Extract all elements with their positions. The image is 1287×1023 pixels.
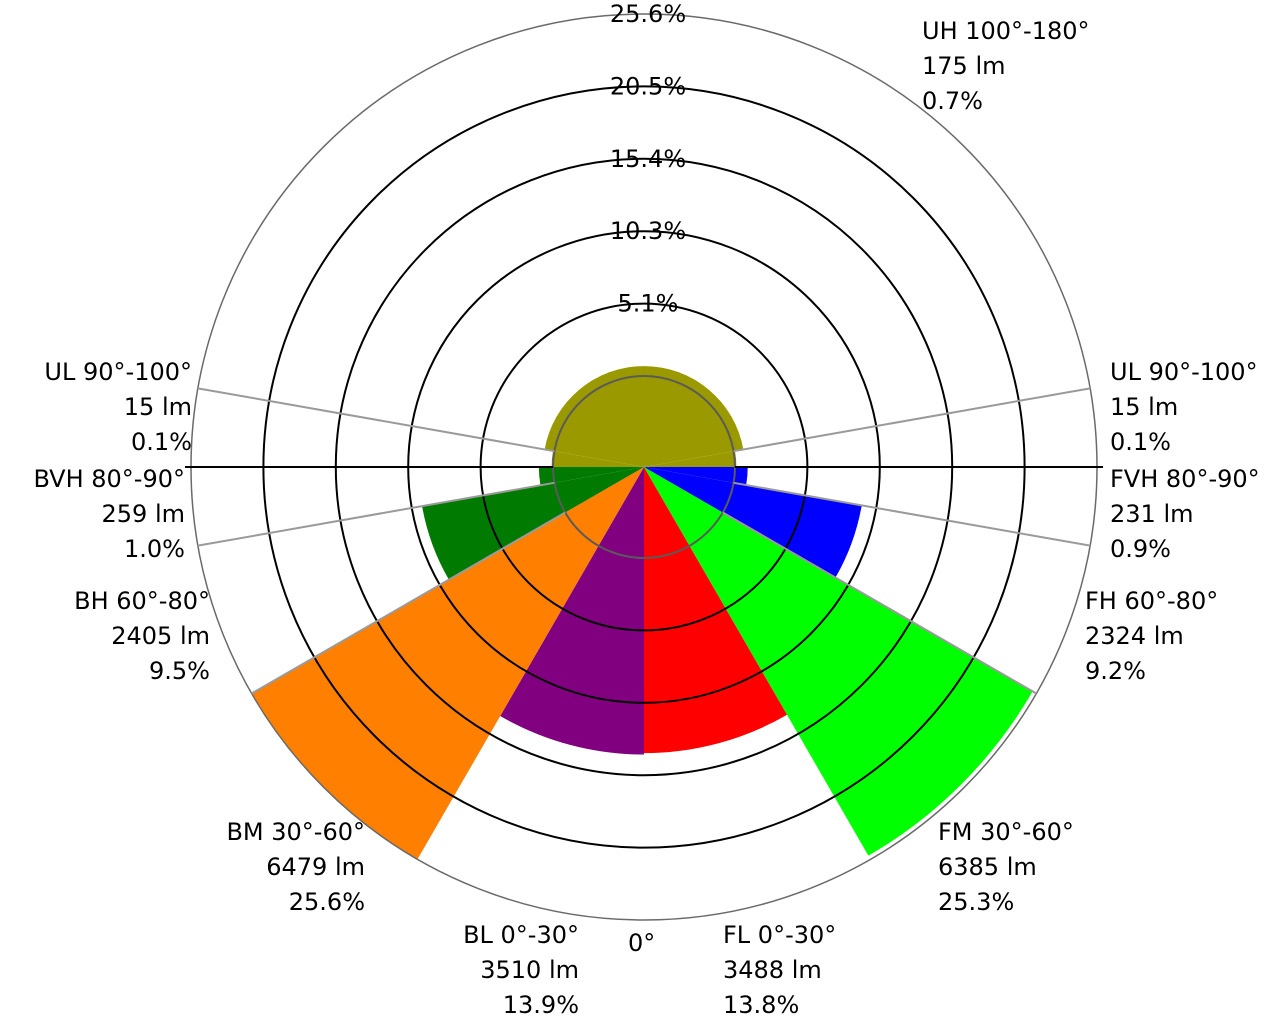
zone-label-bm: BM 30°-60° 6479 lm 25.6%: [226, 815, 365, 920]
wedge-bm: [251, 467, 644, 860]
ring-label: 15.4%: [610, 145, 686, 173]
wedge-bl: [500, 467, 644, 755]
zone-lumens: 6385 lm: [938, 853, 1037, 881]
zone-label-fm: FM 30°-60° 6385 lm 25.3%: [938, 815, 1074, 920]
zone-label-fvh: FVH 80°-90° 231 lm 0.9%: [1110, 462, 1260, 567]
zone-lumens: 3488 lm: [723, 956, 822, 984]
zone-label-fl: FL 0°-30° 3488 lm 13.8%: [723, 918, 836, 1023]
wedge-ulb: [551, 450, 644, 467]
zone-label-fh: FH 60°-80° 2324 lm 9.2%: [1085, 584, 1218, 689]
zone-label-ul-back: UL 90°-100° 15 lm 0.1%: [44, 355, 192, 460]
wedge-ulf: [644, 450, 737, 467]
zone-lumens: 175 lm: [922, 52, 1006, 80]
ring-label: 25.6%: [610, 0, 686, 28]
wedge-fvh: [644, 467, 748, 486]
zone-name: BM 30°-60°: [226, 818, 365, 846]
zone-percent: 0.9%: [1110, 535, 1171, 563]
wedge-fl: [644, 467, 788, 754]
wedge-bvh: [538, 467, 644, 486]
zone-divider: [733, 387, 1091, 453]
zone-percent: 25.6%: [288, 888, 365, 916]
zone-name: UL 90°-100°: [1110, 358, 1258, 386]
zone-lumens: 6479 lm: [266, 853, 365, 881]
zone-lumens: 15 lm: [1110, 393, 1179, 421]
zone-dividers: [185, 387, 1103, 695]
zone-label-bh: BH 60°-80° 2405 lm 9.5%: [74, 584, 210, 689]
zone-percent: 1.0%: [124, 535, 185, 563]
wedge-fm: [644, 467, 1033, 856]
zone-percent: 9.2%: [1085, 657, 1146, 685]
zone-name: BH 60°-80°: [74, 587, 210, 615]
wedge-bh: [422, 467, 644, 580]
wedge-fh: [644, 467, 862, 578]
zone-divider: [197, 481, 555, 547]
zone-label-bvh: BVH 80°-90° 259 lm 1.0%: [33, 462, 185, 567]
zone-percent: 0.7%: [922, 87, 983, 115]
zone-label-bl: BL 0°-30° 3510 lm 13.9%: [463, 918, 579, 1023]
zone-divider: [197, 387, 555, 453]
zero-degree-label: 0°: [628, 929, 656, 957]
zone-label-uh: UH 100°-180° 175 lm 0.7%: [922, 14, 1090, 119]
zone-percent: 25.3%: [938, 888, 1015, 916]
wedge-uh: [544, 366, 744, 467]
zone-name: BL 0°-30°: [463, 921, 579, 949]
zone-percent: 0.1%: [1110, 428, 1171, 456]
zone-name: BVH 80°-90°: [33, 465, 185, 493]
ring-label: 10.3%: [610, 217, 686, 245]
zone-lumens: 15 lm: [123, 393, 192, 421]
zone-name: FVH 80°-90°: [1110, 465, 1260, 493]
zone-percent: 0.1%: [131, 428, 192, 456]
zone-lumens: 3510 lm: [480, 956, 579, 984]
zone-percent: 13.9%: [502, 991, 579, 1019]
zone-name: UH 100°-180°: [922, 17, 1090, 45]
zone-name: FM 30°-60°: [938, 818, 1074, 846]
zone-name: FH 60°-80°: [1085, 587, 1219, 615]
ring-label: 20.5%: [610, 72, 686, 100]
zone-lumens: 259 lm: [101, 500, 185, 528]
zone-lumens: 2405 lm: [111, 622, 210, 650]
zone-name: FL 0°-30°: [723, 921, 837, 949]
zone-lumens: 2324 lm: [1085, 622, 1184, 650]
zone-label-ul-front: UL 90°-100° 15 lm 0.1%: [1110, 355, 1258, 460]
zone-divider: [251, 511, 566, 695]
zone-divider: [722, 511, 1037, 695]
ring-labels: 5.1% 10.3% 15.4% 20.5% 25.6%: [610, 0, 686, 318]
zone-lumens: 231 lm: [1110, 500, 1194, 528]
zone-percent: 13.8%: [723, 991, 800, 1019]
zone-divider: [733, 481, 1091, 547]
ring-label: 5.1%: [618, 290, 679, 318]
zone-name: UL 90°-100°: [44, 358, 192, 386]
zone-percent: 9.5%: [149, 657, 210, 685]
